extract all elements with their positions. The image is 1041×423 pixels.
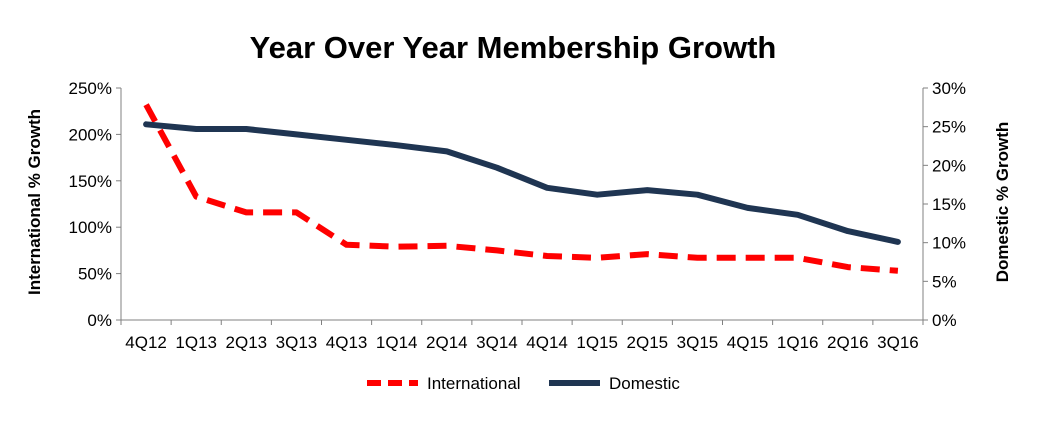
y-left-tick-label: 0% — [87, 311, 112, 330]
legend: International Domestic — [367, 374, 680, 393]
y-left-tick-label: 150% — [69, 172, 112, 191]
x-tick-label: 1Q14 — [376, 333, 418, 352]
international-legend-label: International — [427, 374, 521, 393]
chart-title: Year Over Year Membership Growth — [250, 30, 777, 65]
y-right-tick-label: 25% — [932, 118, 966, 137]
x-tick-label: 1Q13 — [175, 333, 217, 352]
y-right-tick-label: 10% — [932, 234, 966, 253]
y-right-tick-label: 15% — [932, 195, 966, 214]
y-left-tick-label: 50% — [78, 265, 112, 284]
x-tick-label: 4Q15 — [727, 333, 769, 352]
international-series-line — [143, 103, 899, 274]
plot-layer: 0% 50% 100% 150% 200% 250% 0% 5% 10% 15% 20% 25% 30%… — [69, 79, 967, 352]
x-tick-label: 3Q16 — [877, 333, 919, 352]
x-tick-label: 3Q14 — [476, 333, 518, 352]
x-tick-label: 2Q16 — [827, 333, 869, 352]
x-tick-label: 2Q15 — [627, 333, 669, 352]
x-tick-label: 1Q16 — [777, 333, 819, 352]
y-left-tick-label: 100% — [69, 218, 112, 237]
x-tick-label: 4Q14 — [526, 333, 568, 352]
x-tick-label: 2Q14 — [426, 333, 468, 352]
y-axis-left-label: International % Growth — [25, 109, 44, 295]
y-left-tick-label: 250% — [69, 79, 112, 98]
domestic-series-line — [143, 121, 901, 245]
y-left-tick-label: 200% — [69, 125, 112, 144]
y-right-tick-label: 0% — [932, 311, 957, 330]
x-tick-label: 3Q13 — [276, 333, 318, 352]
x-tick-label: 3Q15 — [677, 333, 719, 352]
y-axis-right-label: Domestic % Growth — [993, 122, 1012, 283]
x-tick-label: 4Q12 — [125, 333, 167, 352]
x-tick-label: 1Q15 — [576, 333, 618, 352]
domestic-legend-label: Domestic — [609, 374, 680, 393]
y-right-tick-label: 30% — [932, 79, 966, 98]
y-right-tick-label: 20% — [932, 156, 966, 175]
x-tick-label: 2Q13 — [226, 333, 268, 352]
x-tick-label: 4Q13 — [326, 333, 368, 352]
y-right-tick-label: 5% — [932, 272, 957, 291]
